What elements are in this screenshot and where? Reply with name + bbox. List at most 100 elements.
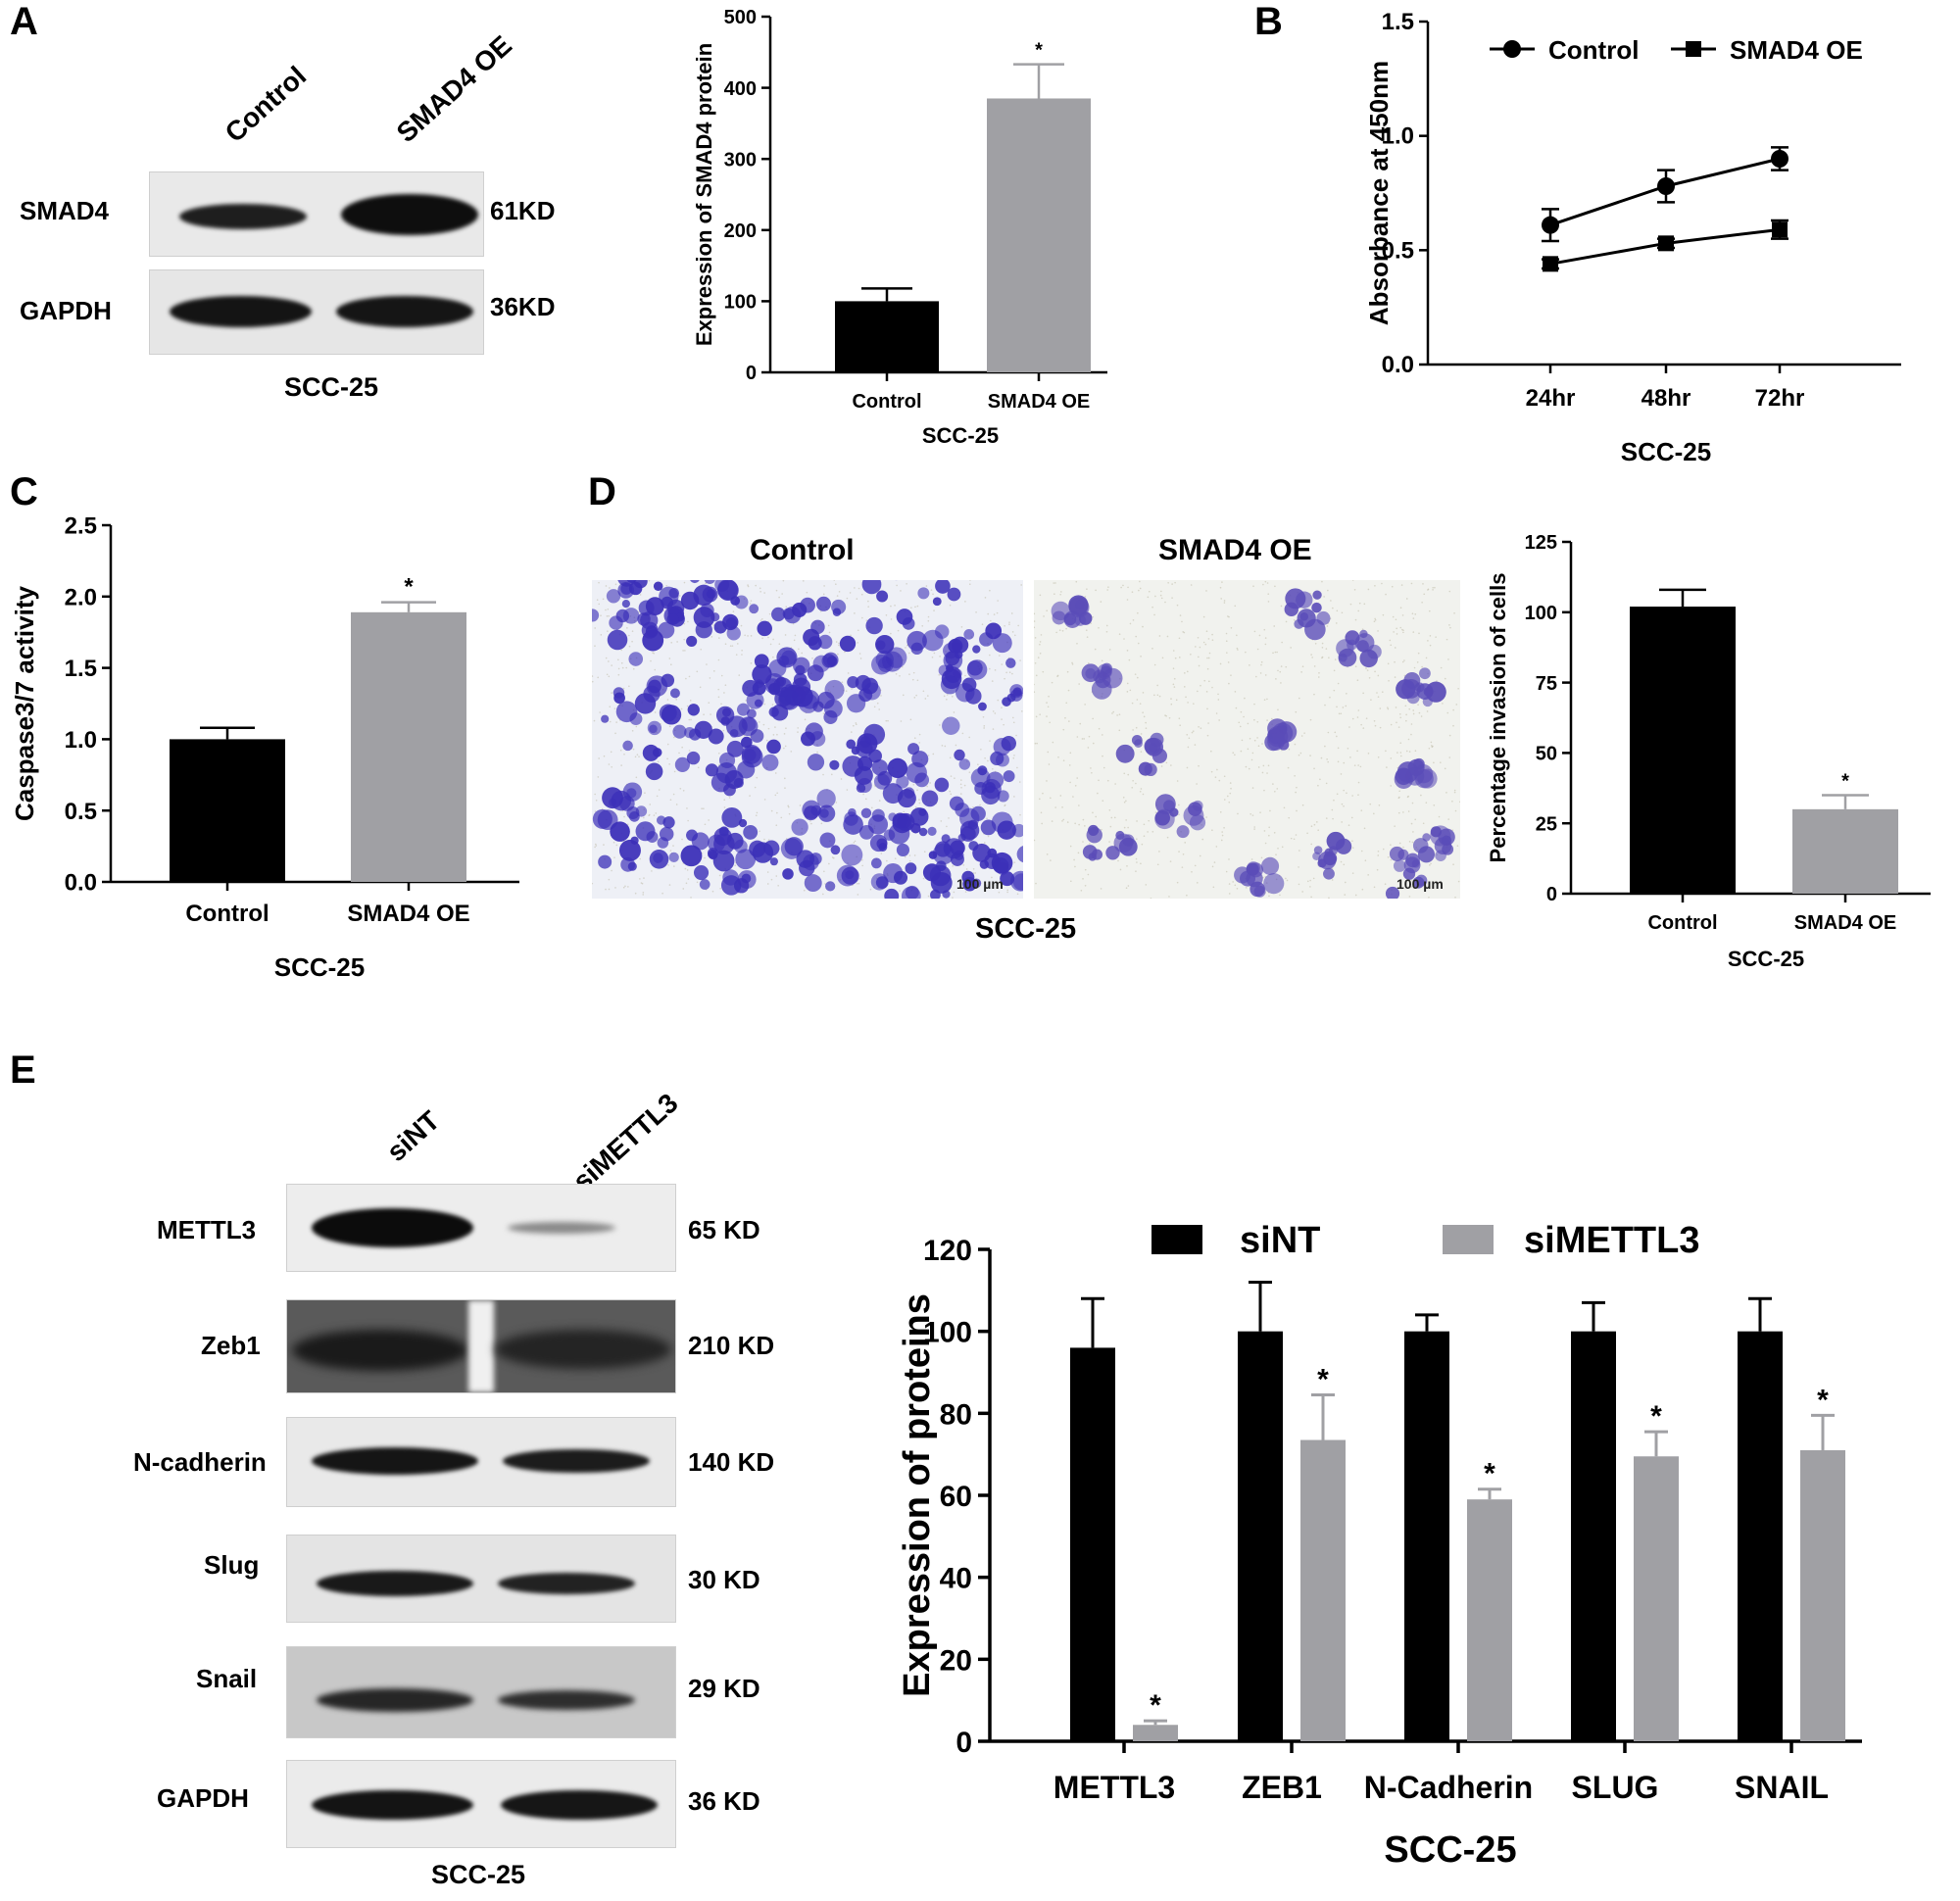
background-speck xyxy=(1006,889,1009,892)
background-speck xyxy=(642,892,645,894)
cell xyxy=(823,699,843,718)
background-speck xyxy=(1205,590,1207,592)
cell xyxy=(668,588,680,599)
cell xyxy=(649,850,669,869)
y-tick-label: 125 xyxy=(1525,532,1557,554)
background-speck xyxy=(1349,603,1352,606)
bar xyxy=(1404,1331,1449,1741)
background-speck xyxy=(1452,863,1454,865)
cell xyxy=(965,688,982,705)
background-speck xyxy=(927,895,930,898)
cell xyxy=(1074,614,1087,626)
cell xyxy=(686,635,698,647)
background-speck xyxy=(916,789,918,792)
background-speck xyxy=(1414,613,1417,615)
background-speck xyxy=(656,795,659,798)
background-speck xyxy=(1251,787,1254,789)
background-speck xyxy=(1046,715,1048,717)
cell xyxy=(1419,667,1431,680)
significance-mark: * xyxy=(1317,1364,1329,1396)
background-speck xyxy=(1172,667,1175,670)
background-speck xyxy=(1210,770,1213,773)
cell xyxy=(819,808,829,818)
background-speck xyxy=(768,612,771,615)
background-speck xyxy=(1066,670,1069,673)
background-speck xyxy=(1313,823,1316,826)
background-speck xyxy=(932,753,935,756)
background-speck xyxy=(1456,845,1459,847)
background-speck xyxy=(1390,785,1393,787)
background-speck xyxy=(687,878,690,880)
background-speck xyxy=(1286,879,1289,882)
background-speck xyxy=(708,819,710,821)
background-speck xyxy=(1274,651,1277,654)
background-speck xyxy=(670,642,673,644)
background-speck xyxy=(1091,771,1093,774)
background-speck xyxy=(1001,718,1003,720)
background-speck xyxy=(710,636,713,638)
cell xyxy=(884,888,900,899)
cell xyxy=(768,707,779,717)
background-speck xyxy=(1260,660,1263,663)
background-speck xyxy=(617,658,619,661)
background-speck xyxy=(1360,809,1363,811)
cell xyxy=(1011,823,1023,838)
background-speck xyxy=(1301,891,1303,893)
background-speck xyxy=(896,584,898,587)
x-tick-label: SNAIL xyxy=(1735,1770,1829,1805)
background-speck xyxy=(1086,588,1088,590)
background-speck xyxy=(1134,673,1137,675)
background-speck xyxy=(1178,657,1181,658)
background-speck xyxy=(1313,693,1315,696)
background-speck xyxy=(1264,643,1267,646)
cell xyxy=(750,729,764,743)
background-speck xyxy=(1346,792,1348,795)
background-speck xyxy=(1417,704,1419,707)
background-speck xyxy=(1179,614,1182,616)
background-speck xyxy=(927,615,930,618)
y-axis-label: Expression of SMAD4 protein xyxy=(692,43,716,346)
background-speck xyxy=(1272,783,1274,785)
background-speck xyxy=(1234,605,1237,608)
background-speck xyxy=(1175,699,1178,702)
background-speck xyxy=(1273,831,1276,834)
background-speck xyxy=(1448,734,1451,737)
background-speck xyxy=(718,874,721,877)
background-speck xyxy=(703,713,705,716)
cell xyxy=(766,739,781,755)
background-speck xyxy=(1052,741,1054,744)
background-speck xyxy=(965,868,968,870)
background-speck xyxy=(1110,816,1113,819)
cell xyxy=(763,840,780,856)
background-speck xyxy=(1408,896,1411,898)
cell xyxy=(981,778,1002,800)
background-speck xyxy=(878,800,881,802)
panel-letter-d: D xyxy=(588,470,616,513)
background-speck xyxy=(1243,715,1245,718)
cell xyxy=(824,679,845,700)
background-speck xyxy=(1279,670,1282,673)
background-speck xyxy=(1037,657,1040,658)
background-speck xyxy=(1230,674,1232,676)
background-speck xyxy=(1399,742,1402,745)
background-speck xyxy=(738,674,741,676)
background-speck xyxy=(1255,675,1257,678)
background-speck xyxy=(1270,717,1273,720)
background-speck xyxy=(763,703,766,706)
blot-strip-gapdh-e xyxy=(286,1760,676,1848)
background-speck xyxy=(1370,699,1372,701)
background-speck xyxy=(1206,734,1209,737)
background-speck xyxy=(611,692,612,694)
cell xyxy=(602,787,623,809)
background-speck xyxy=(835,641,838,643)
background-speck xyxy=(1312,877,1315,880)
background-speck xyxy=(1287,766,1290,769)
background-speck xyxy=(600,614,602,617)
background-speck xyxy=(1294,743,1297,746)
background-speck xyxy=(750,662,753,664)
background-speck xyxy=(990,619,992,622)
background-speck xyxy=(908,854,911,856)
background-speck xyxy=(797,731,799,733)
background-speck xyxy=(1108,808,1111,811)
background-speck xyxy=(1344,881,1347,884)
